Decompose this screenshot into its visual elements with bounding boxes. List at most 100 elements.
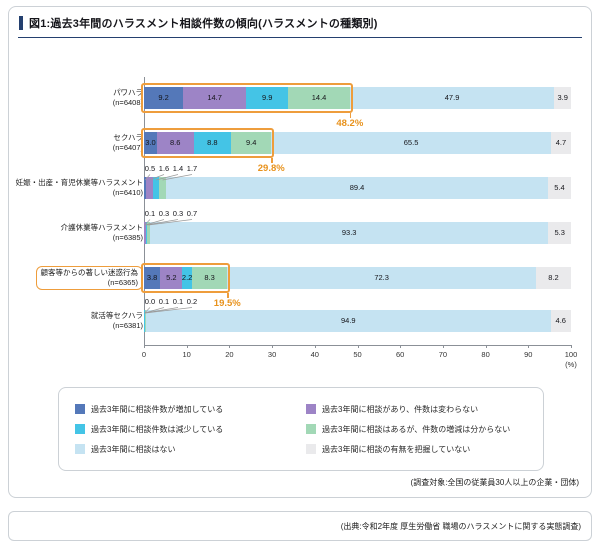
- bar-segment: [166, 177, 548, 199]
- value-label: 0.2: [186, 297, 198, 306]
- bar-segment: [193, 132, 232, 154]
- bar-segment: [535, 267, 571, 289]
- leader-lines: [144, 307, 193, 314]
- bar-segment: [271, 132, 551, 154]
- bar-segment: [145, 310, 551, 332]
- title-accent-bar: [19, 16, 23, 30]
- value-label: 14.7: [207, 93, 222, 102]
- value-label: 0.0: [144, 297, 156, 306]
- x-axis-tick: [571, 345, 572, 348]
- x-axis-tick-label: 70: [438, 350, 448, 359]
- bar-segment: [231, 132, 272, 154]
- legend-swatch: [75, 404, 85, 414]
- value-label: 5.3: [554, 228, 565, 237]
- bar-segment: [227, 267, 536, 289]
- x-axis-tick: [400, 345, 402, 348]
- category-name: 介護休業等ハラスメント: [60, 223, 143, 232]
- bar-segment: [144, 177, 147, 199]
- legend-swatch: [306, 404, 316, 414]
- legend-item: 過去3年間に相談はあるが、件数の増減は分からない: [306, 424, 527, 435]
- figure-title: 図1:過去3年間のハラスメント相談件数の傾向(ハラスメントの種類別): [29, 18, 378, 30]
- bar-track: 9.2 14.7 9.9 14.4 47.9 3.9: [144, 87, 571, 109]
- legend-item: 過去3年間に相談の有無を把握していない: [306, 444, 527, 455]
- value-label: 5.2: [166, 273, 177, 282]
- value-label: 14.4: [311, 93, 327, 102]
- bar-segment: [156, 132, 194, 154]
- bar-segment: [550, 310, 571, 332]
- legend-item: 過去3年間に相談件数が増加している: [75, 404, 296, 415]
- category-name: 顧客等からの著しい迷惑行為: [40, 268, 139, 277]
- category-name: 妊娠・出産・育児休業等ハラスメント: [15, 178, 143, 187]
- x-axis-tick: [144, 345, 145, 348]
- x-axis-tick-label: 40: [310, 350, 319, 359]
- figure-box: 図1:過去3年間のハラスメント相談件数の傾向(ハラスメントの種類別) 0 10 20…: [8, 6, 592, 498]
- value-label: 5.4: [554, 183, 565, 192]
- legend-label: 過去3年間に相談件数は減少している: [91, 424, 224, 434]
- legend-swatch: [306, 444, 316, 454]
- legend-label: 過去3年間に相談の有無を把握していない: [322, 444, 471, 454]
- bar-segment: [349, 87, 555, 109]
- value-label: 9.2: [158, 93, 169, 102]
- highlight-box: [141, 128, 275, 158]
- value-label: 8.3: [204, 273, 215, 282]
- category-n: (n=6385): [112, 233, 143, 242]
- category-n: (n=6410): [112, 188, 143, 197]
- stacked-bar-chart: 0 10 20 30 40 50 60 70 80 90 100 (%) パワハラ (n=6408) 9.2…: [9, 41, 593, 381]
- value-label: 8.6: [169, 138, 181, 147]
- highlight-box: [141, 83, 353, 113]
- x-axis-tick: [442, 345, 444, 348]
- bar-segment: [191, 267, 228, 289]
- value-label: 4.7: [555, 138, 567, 147]
- legend-swatch: [306, 424, 316, 434]
- category-label: パワハラ (n=6408): [113, 88, 143, 108]
- category-label: セクハラ (n=6407): [113, 133, 143, 153]
- value-label: 0.1: [144, 209, 156, 218]
- category-label: 妊娠・出産・育児休業等ハラスメント (n=6410): [16, 178, 143, 198]
- legend-swatch: [75, 424, 85, 434]
- x-axis-tick: [186, 345, 188, 348]
- category-label: 介護休業等ハラスメント (n=6385): [61, 223, 143, 243]
- bar-segment: [246, 87, 289, 109]
- category-n: (n=6365): [107, 278, 138, 287]
- legend-label: 過去3年間に相談があり、件数は変わらない: [322, 404, 479, 414]
- value-label: 0.5: [144, 164, 156, 173]
- bar-segment: [160, 267, 183, 289]
- x-axis-tick-label: 80: [481, 350, 490, 359]
- bar-segment: [144, 310, 146, 332]
- bar-segment: [158, 177, 167, 199]
- highlight-percent: 29.8%: [257, 163, 285, 174]
- value-label: 3.8: [146, 273, 158, 282]
- category-n: (n=6408): [112, 98, 143, 107]
- bar-segment: [145, 222, 147, 244]
- value-label: 0.1: [158, 297, 170, 306]
- legend: 過去3年間に相談件数が増加している 過去3年間に相談があり、件数は変わらない 過去3…: [58, 387, 544, 471]
- x-axis-tick-label: 60: [396, 350, 405, 359]
- highlight-connector: [349, 113, 352, 118]
- value-label: 1.7: [186, 164, 198, 173]
- bar-segment: [183, 87, 247, 109]
- x-axis-tick: [528, 345, 530, 348]
- title-divider: [18, 37, 582, 38]
- x-axis-tick: [485, 345, 487, 348]
- legend-item: 過去3年間に相談件数は減少している: [75, 424, 296, 435]
- value-label: 72.3: [374, 273, 389, 282]
- category-name: 就活等セクハラ: [90, 311, 143, 320]
- bar-track: 3.8 5.2 2.2 8.3 72.3 8.2: [144, 267, 571, 289]
- bar-segment: [144, 222, 146, 244]
- value-label: 4.6: [555, 316, 566, 325]
- value-label: 1.4: [172, 164, 184, 173]
- category-label: 顧客等からの著しい迷惑行為 (n=6365): [35, 266, 143, 290]
- category-name: セクハラ: [113, 133, 143, 142]
- highlight-percent: 19.5%: [213, 298, 241, 309]
- bar-track: 94.9 4.6: [144, 310, 571, 332]
- y-axis-line: [144, 77, 145, 345]
- leader-lines: [144, 219, 193, 226]
- x-axis-tick-label: 90: [524, 350, 533, 359]
- highlight-connector: [227, 293, 229, 298]
- bar-segment: [144, 87, 184, 109]
- bar-segment: [550, 132, 571, 154]
- bar-segment: [548, 222, 571, 244]
- x-axis-unit-label: (%): [565, 360, 577, 369]
- bar-segment: [182, 267, 192, 289]
